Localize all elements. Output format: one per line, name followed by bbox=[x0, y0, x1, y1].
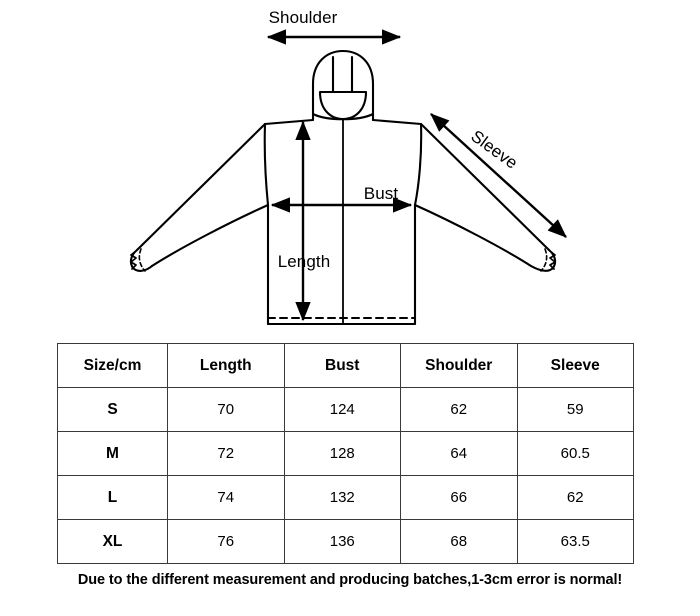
cell-sleeve: 62 bbox=[516, 475, 634, 520]
hood-outline bbox=[311, 49, 375, 122]
bust-dimension-label: Bust bbox=[363, 184, 399, 203]
column-header-length: Length bbox=[167, 343, 285, 388]
shoulder-dimension-label: Shoulder bbox=[268, 8, 338, 27]
sleeve-left-top-edge bbox=[135, 122, 267, 252]
cell-size: M bbox=[57, 431, 168, 476]
cell-size: S bbox=[57, 387, 168, 432]
cell-bust: 132 bbox=[283, 475, 401, 520]
cell-length: 70 bbox=[167, 387, 285, 432]
cell-bust: 124 bbox=[283, 387, 401, 432]
length-dimension-label: Length bbox=[277, 252, 331, 271]
cuff-right-seam-dashed bbox=[540, 248, 548, 272]
column-header-sleeve: Sleeve bbox=[516, 343, 634, 388]
raglan-seam-left bbox=[263, 122, 270, 207]
cell-sleeve: 60.5 bbox=[516, 431, 634, 476]
sleeve-measure-arrow bbox=[430, 113, 567, 238]
table-row: S 70 124 62 59 bbox=[57, 387, 634, 432]
table-row: L 74 132 66 62 bbox=[57, 475, 634, 520]
cell-shoulder: 66 bbox=[400, 475, 518, 520]
hood-face-opening bbox=[318, 90, 368, 121]
garment-diagram: Shoulder Bust Length Sleeve bbox=[129, 8, 567, 326]
column-header-bust: Bust bbox=[283, 343, 401, 388]
table-row: M 72 128 64 60.5 bbox=[57, 431, 634, 476]
column-header-size: Size/cm bbox=[57, 343, 168, 388]
shoulder-seam-right bbox=[371, 118, 423, 126]
cell-sleeve: 59 bbox=[516, 387, 634, 432]
cuff-left-seam-dashed bbox=[138, 248, 146, 272]
cell-length: 76 bbox=[167, 519, 285, 564]
cell-bust: 136 bbox=[283, 519, 401, 564]
cell-length: 74 bbox=[167, 475, 285, 520]
cell-shoulder: 64 bbox=[400, 431, 518, 476]
cell-shoulder: 68 bbox=[400, 519, 518, 564]
cuff-right-ribbing bbox=[549, 250, 556, 270]
cuff-left-ribbing bbox=[130, 250, 137, 270]
size-chart-table: Size/cm Length Bust Shoulder Sleeve S 70… bbox=[57, 343, 634, 564]
cell-sleeve: 63.5 bbox=[516, 519, 634, 564]
raglan-seam-right bbox=[413, 122, 423, 207]
shoulder-seam-left bbox=[263, 118, 315, 126]
sleeve-left-under-edge bbox=[150, 203, 270, 268]
cell-bust: 128 bbox=[283, 431, 401, 476]
cell-size: XL bbox=[57, 519, 168, 564]
cell-size: L bbox=[57, 475, 168, 520]
hoodie-technical-drawing bbox=[129, 29, 567, 326]
measurement-disclaimer: Due to the different measurement and pro… bbox=[77, 572, 623, 588]
cell-shoulder: 62 bbox=[400, 387, 518, 432]
table-row: XL 76 136 68 63.5 bbox=[57, 519, 634, 564]
table-header-row: Size/cm Length Bust Shoulder Sleeve bbox=[57, 343, 634, 388]
cell-length: 72 bbox=[167, 431, 285, 476]
column-header-shoulder: Shoulder bbox=[400, 343, 518, 388]
